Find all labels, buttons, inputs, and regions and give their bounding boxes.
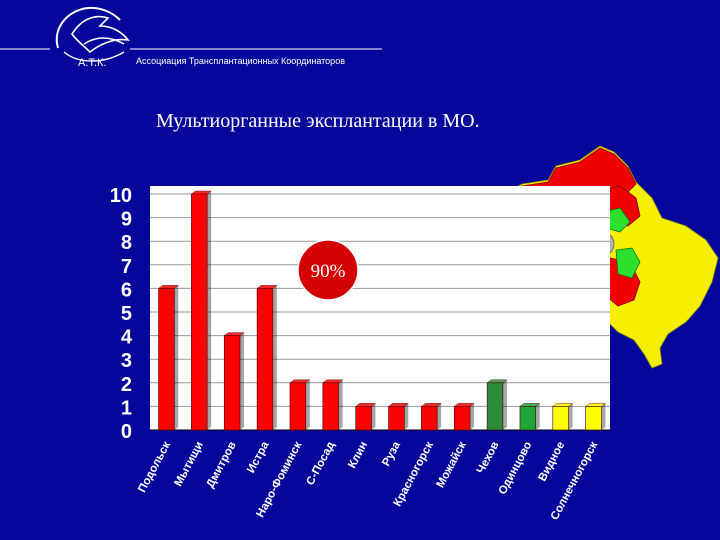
bar <box>354 403 377 431</box>
bar-top <box>322 379 344 384</box>
bar-front <box>322 382 339 431</box>
bar-front <box>158 288 175 431</box>
bar-top <box>223 332 245 336</box>
organization-name: Ассоциация Трансплантационных Координато… <box>136 56 345 66</box>
bar <box>584 403 607 431</box>
bar-side <box>207 191 212 430</box>
bar-front <box>289 382 307 431</box>
bar <box>387 403 410 431</box>
bar <box>157 285 180 431</box>
plot-area <box>150 186 610 430</box>
x-tick-label: Чехов <box>475 440 502 476</box>
bar-side <box>437 403 442 430</box>
percent-badge-text: 90% <box>311 261 346 282</box>
bar-front <box>585 406 602 431</box>
x-tick-label: Дмитров <box>204 440 238 490</box>
x-tick-label: Истра <box>245 439 272 475</box>
bar-front <box>552 406 569 431</box>
bar-top <box>420 403 442 407</box>
bar-side <box>240 332 245 430</box>
x-tick-label: Можайск <box>435 440 469 490</box>
bar-side <box>174 285 179 430</box>
bar-side <box>568 403 573 430</box>
y-tick-label: 6 <box>121 279 132 301</box>
x-tick-label: Подольск <box>136 440 173 495</box>
y-tick-label: 9 <box>121 209 132 231</box>
bar-top <box>289 379 311 384</box>
bar <box>453 403 475 431</box>
bar-top <box>354 403 377 407</box>
bar-side <box>305 379 310 430</box>
bar-front <box>388 406 405 431</box>
bar <box>256 285 278 431</box>
bar <box>519 403 541 431</box>
bar-front <box>519 406 537 431</box>
bar-top <box>157 285 180 289</box>
bar <box>190 190 212 431</box>
y-tick-label: 1 <box>121 397 132 419</box>
chart-title: Мультиорганные эксплантации в МО. <box>156 110 480 132</box>
bar-side <box>371 403 376 430</box>
bar-side <box>272 285 277 430</box>
bar <box>552 403 574 431</box>
bar-top <box>486 379 508 384</box>
bar-top <box>453 403 475 407</box>
y-tick-label: 2 <box>121 374 132 396</box>
x-tick-label: С-Посад <box>304 439 337 487</box>
y-tick-label: 7 <box>121 256 132 278</box>
bar-top <box>387 403 410 407</box>
bars <box>157 190 607 431</box>
x-tick-label: Одинцово <box>497 440 535 497</box>
bar-side <box>535 403 540 430</box>
bar-top <box>256 285 278 289</box>
y-tick-label: 3 <box>121 350 132 372</box>
logo: А.Т.К. <box>55 6 130 69</box>
x-tick-label: Руза <box>380 439 403 468</box>
logo-text: А.Т.К. <box>78 57 106 69</box>
bar-top <box>584 403 607 407</box>
bar-side <box>601 403 606 430</box>
y-tick-label: 5 <box>121 303 132 325</box>
bar-front <box>486 382 504 431</box>
bar-side <box>338 379 343 430</box>
bar-front <box>223 335 241 431</box>
bar <box>223 332 245 431</box>
bar <box>486 379 508 431</box>
x-tick-label: Мытищи <box>172 440 206 489</box>
bar-front <box>191 193 208 431</box>
y-tick-label: 4 <box>121 327 133 349</box>
bar <box>322 379 344 431</box>
bar-top <box>190 190 212 195</box>
bar-front <box>453 406 471 431</box>
y-tick-label: 8 <box>121 232 132 254</box>
bar-front <box>421 406 438 431</box>
x-tick-label: Клин <box>346 440 370 471</box>
bar-top <box>519 403 541 407</box>
bar-top <box>552 403 574 407</box>
bar-side <box>502 379 507 430</box>
x-tick-label: Видное <box>537 440 568 484</box>
y-tick-label: 0 <box>121 421 132 443</box>
bar <box>420 403 442 431</box>
bar-front <box>256 288 274 431</box>
bar-side <box>470 403 475 430</box>
percent-badge: 90% <box>297 239 359 301</box>
y-tick-label: 10 <box>110 185 132 207</box>
bar-side <box>404 403 409 430</box>
bar-front <box>355 406 372 431</box>
bar <box>289 379 311 431</box>
